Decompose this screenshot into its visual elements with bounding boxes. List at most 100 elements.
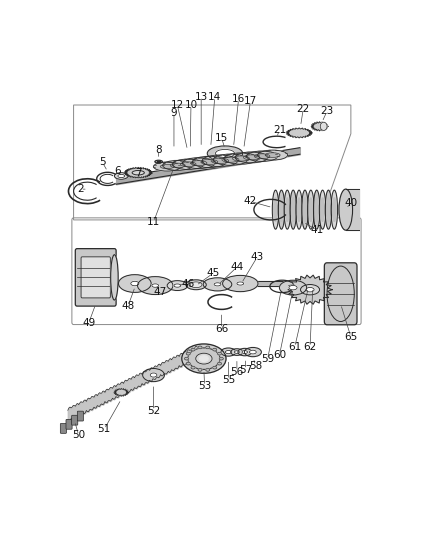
Ellipse shape xyxy=(303,198,306,221)
Ellipse shape xyxy=(155,160,162,163)
Text: 46: 46 xyxy=(180,279,194,288)
Ellipse shape xyxy=(185,280,206,290)
Ellipse shape xyxy=(117,174,124,177)
Ellipse shape xyxy=(172,159,203,169)
Ellipse shape xyxy=(292,131,304,135)
Ellipse shape xyxy=(338,189,352,230)
Ellipse shape xyxy=(190,282,201,288)
Ellipse shape xyxy=(320,198,324,221)
Ellipse shape xyxy=(207,146,242,161)
Ellipse shape xyxy=(212,366,216,369)
Ellipse shape xyxy=(184,357,188,360)
Text: 50: 50 xyxy=(72,430,85,440)
Ellipse shape xyxy=(326,198,329,221)
Ellipse shape xyxy=(289,190,296,229)
Ellipse shape xyxy=(142,368,164,382)
Ellipse shape xyxy=(186,352,190,355)
Text: 59: 59 xyxy=(260,354,273,365)
Ellipse shape xyxy=(187,348,219,369)
FancyBboxPatch shape xyxy=(66,419,72,429)
Ellipse shape xyxy=(305,287,314,292)
Polygon shape xyxy=(286,128,311,138)
Ellipse shape xyxy=(246,151,277,161)
Polygon shape xyxy=(287,275,332,304)
Ellipse shape xyxy=(223,153,258,164)
Ellipse shape xyxy=(222,157,238,162)
Ellipse shape xyxy=(195,353,212,364)
Ellipse shape xyxy=(278,190,284,229)
Text: 14: 14 xyxy=(208,92,221,102)
Ellipse shape xyxy=(211,158,228,164)
Ellipse shape xyxy=(131,281,138,286)
Ellipse shape xyxy=(219,357,223,360)
Text: 8: 8 xyxy=(155,145,162,155)
Ellipse shape xyxy=(213,154,247,165)
Ellipse shape xyxy=(199,356,208,361)
Text: 23: 23 xyxy=(320,106,333,116)
Ellipse shape xyxy=(300,285,319,295)
Ellipse shape xyxy=(198,346,201,349)
Ellipse shape xyxy=(217,352,221,355)
Text: 6: 6 xyxy=(114,166,121,176)
Ellipse shape xyxy=(220,348,235,356)
Text: 49: 49 xyxy=(82,318,95,327)
Ellipse shape xyxy=(235,152,267,163)
Text: 7: 7 xyxy=(134,168,141,177)
Text: 61: 61 xyxy=(287,342,300,352)
FancyBboxPatch shape xyxy=(71,415,78,425)
Text: 40: 40 xyxy=(343,198,357,208)
Ellipse shape xyxy=(205,368,209,371)
Ellipse shape xyxy=(217,362,221,365)
Ellipse shape xyxy=(265,153,279,157)
Text: 13: 13 xyxy=(194,92,207,102)
Ellipse shape xyxy=(205,346,209,349)
Text: 60: 60 xyxy=(272,350,285,360)
Ellipse shape xyxy=(162,160,192,171)
Ellipse shape xyxy=(254,154,269,159)
Text: 58: 58 xyxy=(248,361,261,370)
Ellipse shape xyxy=(257,150,287,160)
Text: 21: 21 xyxy=(272,125,286,135)
Text: 17: 17 xyxy=(244,96,257,106)
Text: 53: 53 xyxy=(198,381,211,391)
Ellipse shape xyxy=(215,149,234,157)
Text: 11: 11 xyxy=(147,217,160,227)
Ellipse shape xyxy=(190,160,206,166)
Circle shape xyxy=(320,122,326,131)
Text: 2: 2 xyxy=(77,184,84,194)
Ellipse shape xyxy=(181,344,226,373)
Text: 9: 9 xyxy=(170,108,177,118)
Ellipse shape xyxy=(295,190,302,229)
Ellipse shape xyxy=(182,158,215,168)
Text: 10: 10 xyxy=(184,100,197,110)
Text: 51: 51 xyxy=(97,424,110,434)
Text: 15: 15 xyxy=(215,133,228,143)
Text: 55: 55 xyxy=(221,375,234,385)
Text: 66: 66 xyxy=(215,324,228,334)
Text: 44: 44 xyxy=(230,262,243,272)
Ellipse shape xyxy=(330,190,337,229)
Ellipse shape xyxy=(114,173,128,179)
Text: 62: 62 xyxy=(303,342,316,352)
Ellipse shape xyxy=(200,159,217,165)
Ellipse shape xyxy=(272,190,278,229)
Ellipse shape xyxy=(244,348,261,357)
Ellipse shape xyxy=(318,190,325,229)
FancyBboxPatch shape xyxy=(60,424,66,433)
Polygon shape xyxy=(113,388,128,397)
Ellipse shape xyxy=(332,198,336,221)
Text: 22: 22 xyxy=(296,104,309,114)
Text: 16: 16 xyxy=(231,94,245,104)
Text: 12: 12 xyxy=(170,100,184,110)
Ellipse shape xyxy=(314,198,318,221)
Ellipse shape xyxy=(308,198,312,221)
Ellipse shape xyxy=(173,284,180,287)
Ellipse shape xyxy=(234,351,239,353)
Ellipse shape xyxy=(160,165,173,168)
Ellipse shape xyxy=(152,284,158,287)
Text: 65: 65 xyxy=(343,332,357,342)
Text: 48: 48 xyxy=(121,301,134,311)
Ellipse shape xyxy=(279,198,283,221)
Ellipse shape xyxy=(241,351,247,353)
Ellipse shape xyxy=(191,348,194,351)
